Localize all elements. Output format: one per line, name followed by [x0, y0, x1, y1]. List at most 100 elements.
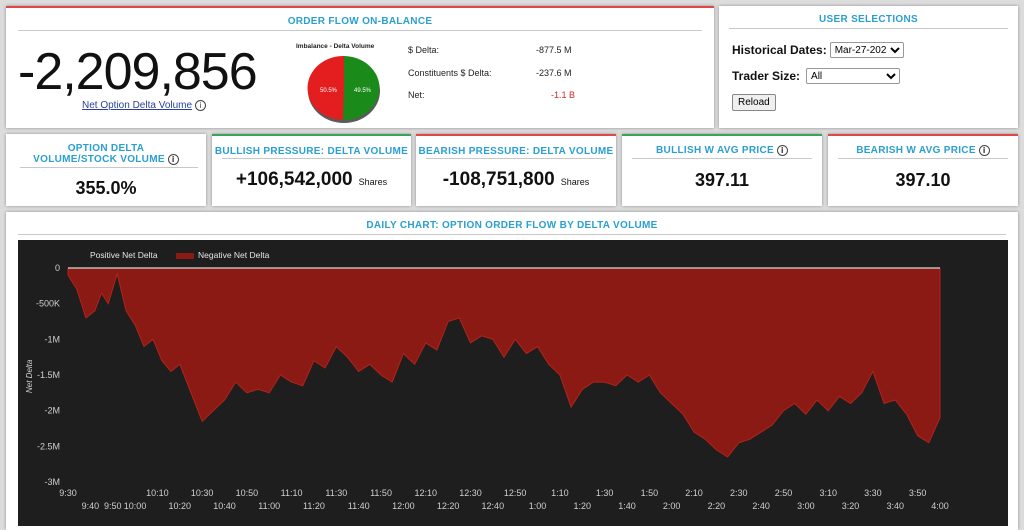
- x-tick-label: 3:30: [864, 488, 882, 498]
- x-tick-label: 10:50: [236, 488, 259, 498]
- trader-size-row: Trader Size: All: [732, 68, 901, 84]
- x-tick-label: 2:40: [752, 501, 770, 511]
- x-tick-label: 11:40: [348, 501, 370, 511]
- trader-size-label: Trader Size:: [732, 69, 801, 83]
- x-tick-label: 11:20: [303, 501, 325, 511]
- net-option-delta-volume-link[interactable]: Net Option Delta Volume: [82, 100, 193, 112]
- daily-chart-divider: [18, 234, 1006, 235]
- kpi-title-bullish-avg-price: BULLISH W AVG PRICE: [656, 145, 774, 157]
- historical-dates-label: Historical Dates:: [732, 43, 827, 57]
- kpi-value-bearish-pressure: -108,751,800: [442, 169, 555, 190]
- x-tick-label: 9:30: [59, 488, 77, 498]
- x-tick-label: 2:50: [775, 488, 793, 498]
- legend-negative-net-delta: Negative Net Delta: [198, 250, 270, 260]
- stat-value-net: -1.1 B: [551, 90, 576, 100]
- x-tick-label: 1:50: [641, 488, 659, 498]
- x-tick-label: 10:00: [124, 501, 147, 511]
- pie-label-positive: 49.5%: [354, 88, 372, 94]
- stat-label-net: Net:: [408, 90, 425, 100]
- x-tick-label: 1:40: [618, 501, 636, 511]
- kpi-divider: [222, 158, 401, 159]
- order-flow-divider: [18, 30, 702, 31]
- daily-chart-title: DAILY CHART: OPTION ORDER FLOW BY DELTA …: [366, 220, 658, 231]
- legend-positive-net-delta: Positive Net Delta: [90, 250, 158, 260]
- pie-slice-negative: [307, 55, 344, 120]
- kpi-value-bearish-avg-price: 397.10: [895, 170, 951, 190]
- pie-chart-title: Imbalance - Delta Volume: [296, 43, 375, 50]
- pie-slice-positive: [343, 56, 380, 121]
- y-tick-label: -3M: [45, 477, 61, 487]
- historical-dates-select[interactable]: Mar-27-2023: [829, 42, 904, 58]
- x-tick-label: 10:30: [191, 488, 214, 498]
- daily-chart-card: DAILY CHART: OPTION ORDER FLOW BY DELTA …: [6, 212, 1018, 530]
- user-selections-title: USER SELECTIONS: [819, 14, 918, 25]
- x-tick-label: 12:00: [392, 501, 415, 511]
- kpi-value-delta-stock-ratio: 355.0%: [75, 178, 137, 198]
- daily-chart-svg[interactable]: 0 -500K -1M -1.5M -2M -2.5M -3M Net Delta 9:30 10…: [18, 240, 1008, 526]
- kpi-divider: [632, 158, 812, 159]
- x-tick-label: 9:40: [82, 501, 100, 511]
- info-icon[interactable]: i: [167, 154, 179, 165]
- x-tick-label: 12:10: [414, 488, 437, 498]
- trader-size-select[interactable]: All: [806, 68, 901, 84]
- kpi-title-bearish-avg-price-wrap: BEARISH W AVG PRICE i: [828, 145, 1018, 156]
- kpi-title-bullish-avg-price-wrap: BULLISH W AVG PRICE i: [622, 145, 822, 156]
- x-tick-label: 1:20: [573, 501, 591, 511]
- kpi-value-bullish-avg-price: 397.11: [694, 170, 750, 190]
- x-tick-label: 10:10: [146, 488, 169, 498]
- order-flow-card: ORDER FLOW ON-BALANCE -2,209,856 Net Opt…: [6, 6, 714, 128]
- x-tick-label: 3:10: [819, 488, 837, 498]
- y-tick-label: -2.5M: [37, 441, 60, 451]
- net-delta-big-number: -2,209,856: [18, 43, 258, 101]
- kpi-title-delta-stock-ratio: OPTION DELTA VOLUME/STOCK VOLUME i: [6, 143, 206, 165]
- x-tick-label: 2:20: [708, 501, 726, 511]
- kpi-title-bearish-avg-price: BEARISH W AVG PRICE: [856, 145, 976, 157]
- user-selections-card: USER SELECTIONS Historical Dates: Mar-27…: [719, 6, 1018, 128]
- x-tick-label: 12:40: [482, 501, 505, 511]
- kpi-unit-bearish-pressure: Shares: [560, 177, 590, 187]
- negative-net-delta-area: [67, 267, 941, 458]
- kpi-card-bearish-pressure: BEARISH PRESSURE: DELTA VOLUME -108,751,…: [416, 134, 616, 206]
- x-tick-label: 2:10: [685, 488, 703, 498]
- kpi-card-bearish-avg-price: BEARISH W AVG PRICE i 397.10: [828, 134, 1018, 206]
- x-tick-label: 12:30: [459, 488, 482, 498]
- x-tick-label: 11:30: [325, 488, 347, 498]
- stat-label-dollar-delta: $ Delta:: [408, 45, 440, 55]
- order-flow-title: ORDER FLOW ON-BALANCE: [287, 16, 433, 27]
- y-tick-label: -1.5M: [37, 370, 60, 380]
- x-tick-label: 11:10: [281, 488, 303, 498]
- info-icon[interactable]: i: [195, 100, 207, 111]
- kpi-card-bullish-avg-price: BULLISH W AVG PRICE i 397.11: [622, 134, 822, 206]
- x-tick-label: 4:00: [931, 501, 949, 511]
- stat-label-constituents-delta: Constituents $ Delta:: [408, 68, 492, 78]
- kpi-title-bearish-pressure: BEARISH PRESSURE: DELTA VOLUME: [418, 146, 614, 157]
- x-tick-label: 10:40: [213, 501, 236, 511]
- kpi-card-bullish-pressure: BULLISH PRESSURE: DELTA VOLUME +106,542,…: [212, 134, 411, 206]
- x-tick-label: 11:50: [370, 488, 392, 498]
- kpi-divider: [20, 167, 198, 168]
- x-tick-label: 10:20: [169, 501, 192, 511]
- y-axis-label: Net Delta: [25, 359, 34, 393]
- legend-negative-swatch: [176, 253, 194, 259]
- user-selections-divider: [729, 28, 1008, 29]
- y-tick-label: -1M: [45, 334, 61, 344]
- pie-label-negative: 50.5%: [320, 88, 338, 94]
- x-tick-label: 12:20: [437, 501, 460, 511]
- reload-button[interactable]: Reload: [732, 94, 776, 111]
- info-icon[interactable]: i: [776, 145, 788, 156]
- stat-value-dollar-delta: -877.5 M: [536, 45, 572, 55]
- x-tick-label: 1:00: [529, 501, 547, 511]
- net-option-delta-volume-link-wrap: Net Option Delta Volume i: [82, 100, 207, 112]
- kpi-unit-bullish-pressure: Shares: [358, 177, 388, 187]
- kpi-value-bullish-pressure: +106,542,000: [235, 169, 353, 190]
- kpi-value-bearish-pressure-wrap: -108,751,800 Shares: [416, 169, 616, 191]
- x-tick-label: 3:00: [797, 501, 815, 511]
- x-tick-label: 1:30: [596, 488, 614, 498]
- x-tick-label: 2:00: [663, 501, 681, 511]
- x-tick-label: 3:40: [887, 501, 905, 511]
- kpi-value-bullish-pressure-wrap: +106,542,000 Shares: [212, 169, 411, 191]
- info-icon[interactable]: i: [978, 145, 990, 156]
- kpi-title-bullish-pressure: BULLISH PRESSURE: DELTA VOLUME: [214, 146, 409, 157]
- x-tick-label: 1:10: [551, 488, 569, 498]
- kpi-divider: [838, 158, 1008, 159]
